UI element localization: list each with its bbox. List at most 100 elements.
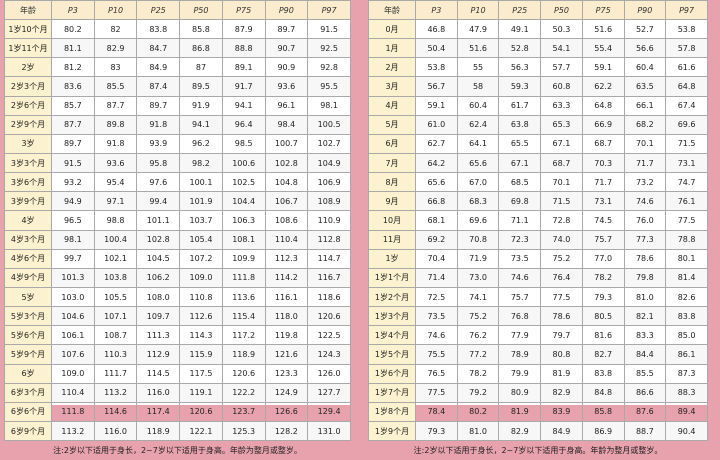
value-cell: 99.4: [136, 191, 181, 212]
value-cell: 47.9: [456, 18, 500, 40]
value-cell: 79.2: [456, 382, 500, 403]
column-header-percentile: P90: [264, 0, 309, 20]
value-cell: 118.9: [136, 420, 181, 442]
value-cell: 74.0: [540, 229, 583, 250]
value-cell: 85.0: [665, 325, 708, 346]
value-cell: 116.0: [136, 382, 181, 403]
value-cell: 72.3: [498, 229, 542, 250]
value-cell: 82.1: [623, 306, 667, 327]
value-cell: 106.7: [264, 191, 309, 212]
value-cell: 82.6: [665, 286, 708, 308]
value-cell: 50.4: [415, 38, 458, 59]
value-cell: 77.5: [415, 382, 458, 403]
value-cell: 107.1: [93, 306, 138, 327]
value-cell: 79.8: [623, 267, 667, 288]
value-cell: 81.2: [51, 57, 95, 78]
value-cell: 71.5: [540, 191, 583, 212]
value-cell: 76.1: [665, 191, 708, 212]
value-cell: 94.1: [179, 114, 223, 135]
value-cell: 112.6: [179, 306, 223, 327]
table-row: 8月 65.6 67.0 68.5 70.1 71.7 73.2 74.7: [368, 172, 708, 193]
table-row: 1月 50.4 51.6 52.8 54.1 55.4 56.6 57.8: [368, 38, 708, 59]
left-growth-table: 年龄 P3 P10 P25 P50 P75 P90 P97 1岁10个月 80.2 82 83.8 8…: [4, 0, 351, 442]
value-cell: 89.7: [51, 133, 95, 154]
value-cell: 129.4: [307, 401, 351, 422]
value-cell: 84.8: [581, 382, 625, 403]
value-cell: 115.4: [221, 306, 266, 327]
value-cell: 91.8: [93, 133, 138, 154]
value-cell: 83.6: [51, 76, 95, 97]
table-row: 4岁9个月 101.3 103.8 106.2 109.0 111.8 114.2 116.7: [4, 267, 351, 288]
value-cell: 70.1: [540, 172, 583, 193]
table-row: 1岁2个月 72.5 74.1 75.7 77.5 79.3 81.0 82.6: [368, 286, 708, 308]
table-row: 1岁3个月 73.5 75.2 76.8 78.6 80.5 82.1 83.8: [368, 306, 708, 327]
table-row: 6岁3个月 110.4 113.2 116.0 119.1 122.2 124.9 127.7: [4, 382, 351, 403]
value-cell: 96.1: [264, 95, 309, 116]
value-cell: 102.7: [307, 133, 351, 154]
value-cell: 71.9: [456, 248, 500, 269]
value-cell: 91.7: [221, 76, 266, 97]
age-cell: 0月: [368, 18, 416, 40]
value-cell: 72.5: [415, 286, 458, 308]
value-cell: 73.1: [665, 152, 708, 174]
value-cell: 68.2: [623, 114, 667, 135]
value-cell: 111.3: [136, 325, 181, 346]
value-cell: 82.9: [498, 420, 542, 442]
table-row: 4岁6个月 99.7 102.1 104.5 107.2 109.9 112.3 114.7: [4, 248, 351, 269]
value-cell: 66.8: [415, 191, 458, 212]
table-row: 3岁6个月 93.2 95.4 97.6 100.1 102.5 104.8 106.9: [4, 172, 351, 193]
value-cell: 74.6: [498, 267, 542, 288]
column-header-percentile: P25: [498, 0, 542, 20]
value-cell: 112.3: [264, 248, 309, 269]
value-cell: 102.1: [93, 248, 138, 269]
value-cell: 71.5: [665, 133, 708, 154]
value-cell: 100.1: [179, 172, 223, 193]
left-growth-panel: 年龄 P3 P10 P25 P50 P75 P90 P97 1岁10个月 80.2 82 83.8 8…: [4, 0, 351, 455]
value-cell: 56.6: [623, 38, 667, 59]
value-cell: 63.5: [623, 76, 667, 97]
value-cell: 109.0: [51, 363, 95, 384]
age-cell: 1岁5个月: [368, 344, 416, 365]
value-cell: 75.2: [456, 306, 500, 327]
value-cell: 104.4: [221, 191, 266, 212]
value-cell: 77.5: [540, 286, 583, 308]
value-cell: 67.1: [498, 152, 542, 174]
value-cell: 82.9: [540, 382, 583, 403]
table-row: 5月 61.0 62.4 63.8 65.3 66.9 68.2 69.6: [368, 114, 708, 135]
value-cell: 110.9: [307, 210, 351, 231]
value-cell: 89.8: [93, 114, 138, 135]
value-cell: 80.1: [665, 248, 708, 269]
value-cell: 93.6: [93, 152, 138, 174]
value-cell: 78.2: [581, 267, 625, 288]
value-cell: 128.2: [264, 420, 309, 442]
value-cell: 111.7: [93, 363, 138, 384]
value-cell: 108.0: [136, 286, 181, 308]
age-cell: 6岁3个月: [4, 382, 52, 403]
table-header-row: 年龄 P3 P10 P25 P50 P75 P90 P97: [4, 0, 351, 20]
value-cell: 84.4: [623, 344, 667, 365]
value-cell: 88.3: [665, 382, 708, 403]
table-row: 3月 56.7 58 59.3 60.8 62.2 63.5 64.8: [368, 76, 708, 97]
table-row: 11月 69.2 70.8 72.3 74.0 75.7 77.3 78.8: [368, 229, 708, 250]
value-cell: 103.8: [93, 267, 138, 288]
value-cell: 76.0: [623, 210, 667, 231]
age-cell: 4岁9个月: [4, 267, 52, 288]
value-cell: 107.2: [179, 248, 223, 269]
value-cell: 106.3: [221, 210, 266, 231]
value-cell: 117.5: [179, 363, 223, 384]
value-cell: 63.8: [498, 114, 542, 135]
age-cell: 6岁6个月: [4, 401, 52, 422]
value-cell: 79.3: [581, 286, 625, 308]
value-cell: 104.9: [307, 152, 351, 174]
value-cell: 60.4: [623, 57, 667, 78]
value-cell: 91.9: [179, 95, 223, 116]
right-growth-table: 年龄 P3 P10 P25 P50 P75 P90 P97 0月 46.8 47.9 49.1 50.…: [368, 0, 708, 442]
value-cell: 101.3: [51, 267, 95, 288]
value-cell: 67.4: [665, 95, 708, 116]
value-cell: 85.8: [581, 401, 625, 422]
value-cell: 118.0: [264, 306, 309, 327]
value-cell: 65.6: [456, 152, 500, 174]
value-cell: 81.6: [581, 325, 625, 346]
value-cell: 74.6: [415, 325, 458, 346]
value-cell: 94.1: [221, 95, 266, 116]
